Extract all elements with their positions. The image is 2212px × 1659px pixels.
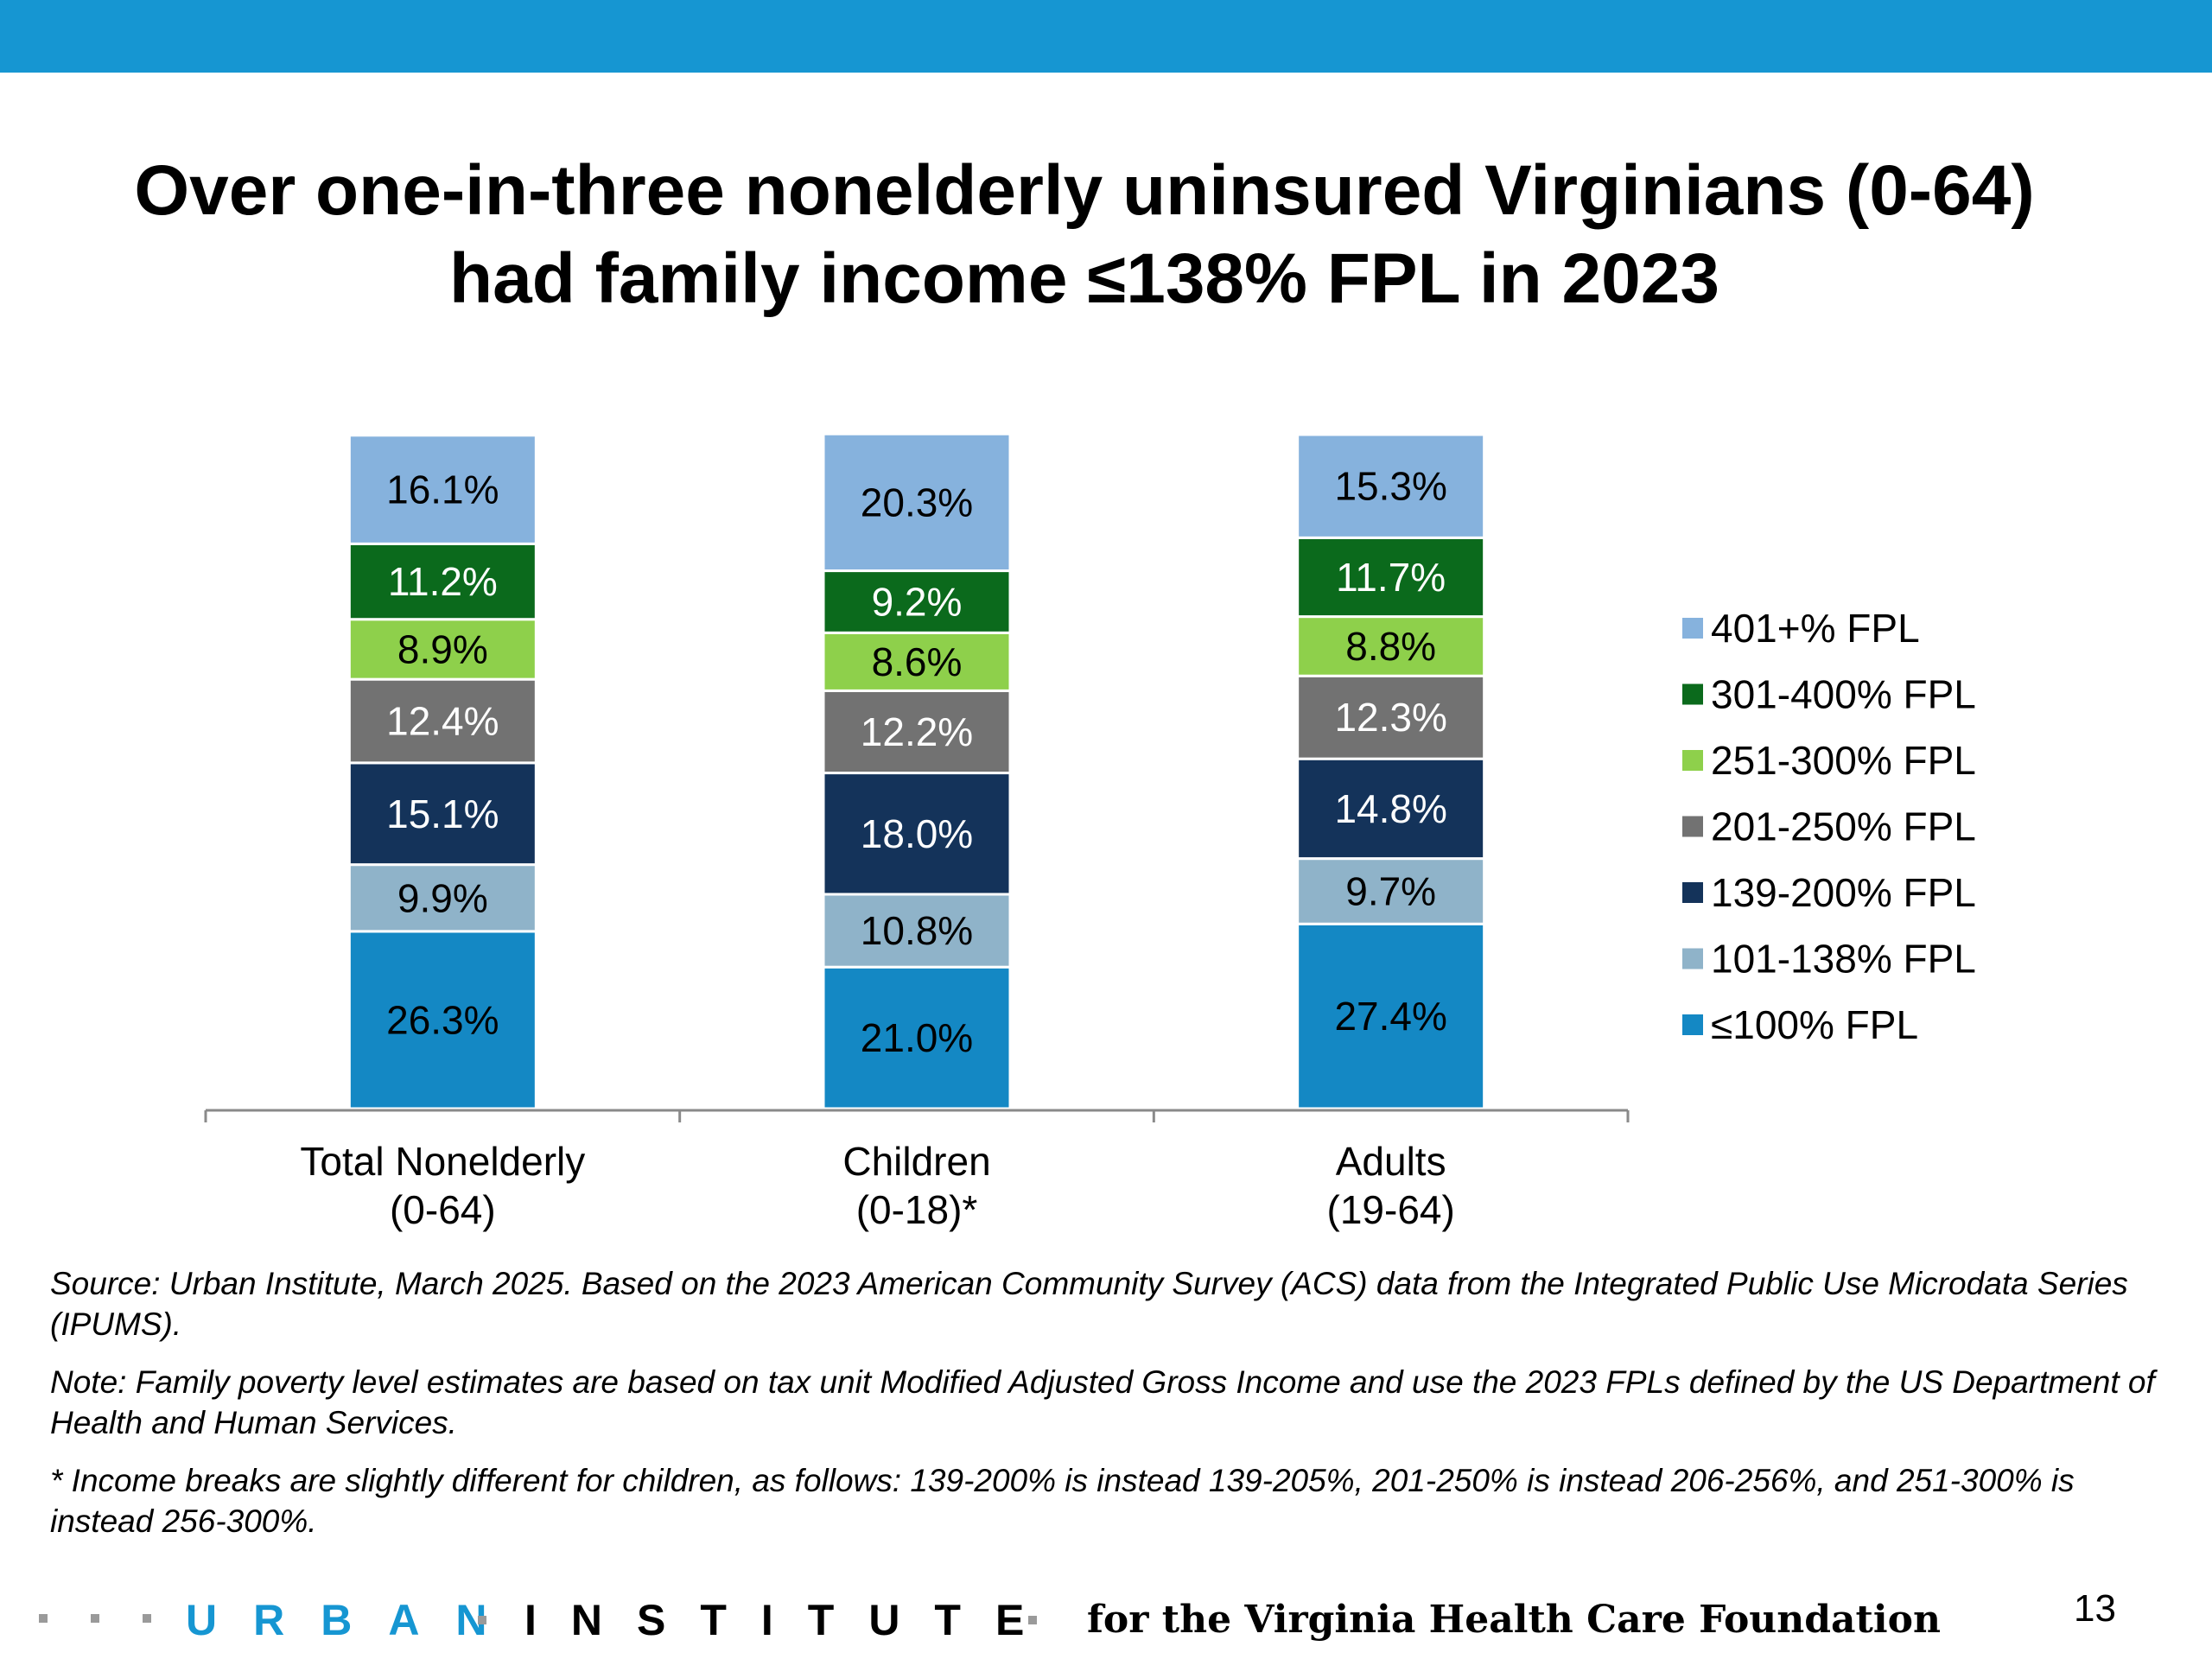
legend-label: 139-200% FPL: [1711, 870, 1976, 915]
data-label: 8.9%: [397, 626, 488, 671]
logo-separator-dot: [478, 1616, 486, 1624]
legend-swatch: [1682, 816, 1703, 837]
footer: URBAN INSTITUTE for the Virginia Health …: [0, 1581, 2212, 1659]
bar-segment: [822, 893, 1012, 969]
category-label: (19-64): [1327, 1187, 1455, 1232]
bar-segment: [1296, 922, 1486, 1110]
data-label: 12.3%: [1334, 695, 1446, 740]
bar-segment: [822, 965, 1012, 1110]
data-label: 12.4%: [386, 699, 499, 744]
legend-label: 101-138% FPL: [1711, 937, 1976, 982]
bar-segment: [1296, 757, 1486, 861]
sponsor-text: for the Virginia Health Care Foundation: [1087, 1598, 1941, 1642]
category-label: Children: [842, 1139, 990, 1184]
data-label: 20.3%: [861, 480, 973, 524]
title-line-2: had family income ≤138% FPL in 2023: [449, 239, 1719, 318]
bar-segment: [347, 863, 537, 933]
legend-swatch: [1682, 618, 1703, 639]
chart-notes: Source: Urban Institute, March 2025. Bas…: [50, 1263, 2184, 1559]
data-label: 8.8%: [1345, 624, 1436, 669]
legend-label: 301-400% FPL: [1711, 672, 1976, 717]
legend-swatch: [1682, 750, 1703, 771]
bar-segment: [1296, 536, 1486, 619]
data-label: 15.3%: [1334, 464, 1446, 509]
data-label: 9.7%: [1345, 868, 1436, 913]
page-number: 13: [2074, 1587, 2116, 1630]
data-label: 16.1%: [386, 467, 499, 512]
asterisk-note: * Income breaks are slightly different f…: [50, 1463, 2075, 1539]
bar-segment: [347, 677, 537, 765]
category-label: (0-64): [390, 1187, 496, 1232]
methodology-note: Note: Family poverty level estimates are…: [50, 1364, 2155, 1440]
legend-label: 201-250% FPL: [1711, 804, 1976, 849]
legend-swatch: [1682, 683, 1703, 705]
data-label: 12.2%: [861, 709, 973, 754]
bar-segment: [347, 930, 537, 1110]
bar-segment: [822, 772, 1012, 896]
bar-segment: [1296, 674, 1486, 760]
slide-title: Over one-in-three nonelderly uninsured V…: [0, 147, 2169, 323]
data-label: 9.2%: [872, 579, 963, 624]
bar-segment: [822, 631, 1012, 692]
data-label: 18.0%: [861, 811, 973, 856]
title-line-1: Over one-in-three nonelderly uninsured V…: [134, 151, 2035, 230]
legend-label: ≤100% FPL: [1711, 1002, 1918, 1047]
legend-swatch: [1682, 1014, 1703, 1035]
category-label: Adults: [1336, 1139, 1446, 1184]
data-label: 8.6%: [872, 639, 963, 684]
data-label: 14.8%: [1334, 786, 1446, 831]
data-label: 10.8%: [861, 908, 973, 953]
bar-segment: [1296, 433, 1486, 539]
category-label: (0-18)*: [856, 1187, 978, 1232]
data-label: 9.9%: [397, 875, 488, 920]
data-label: 15.1%: [386, 791, 499, 836]
top-accent-bar: [0, 0, 2212, 73]
legend-swatch: [1682, 948, 1703, 969]
source-note: Source: Urban Institute, March 2025. Bas…: [50, 1266, 2128, 1342]
bar-segment: [1296, 615, 1486, 677]
legend-label: 251-300% FPL: [1711, 738, 1976, 783]
bar-segment: [347, 434, 537, 545]
data-label: 11.7%: [1336, 555, 1446, 600]
legend-swatch: [1682, 882, 1703, 903]
data-label: 21.0%: [861, 1015, 973, 1060]
bar-segment: [822, 432, 1012, 573]
stacked-bar-chart: 26.3% 9.9% 15.1% 12.4% 8.9% 11.2% 16.1% Total N…: [204, 432, 1976, 1232]
legend-label: 401+% FPL: [1711, 606, 1920, 651]
data-label: 26.3%: [386, 997, 499, 1042]
data-label: 11.2%: [388, 559, 498, 604]
category-label: Total Nonelderly: [300, 1139, 585, 1184]
data-label: 27.4%: [1334, 994, 1446, 1039]
bar-segment: [1296, 857, 1486, 925]
urban-logo-text: URBAN: [186, 1596, 524, 1644]
institute-logo-text: INSTITUTE: [524, 1596, 1059, 1644]
bar-segment: [347, 542, 537, 621]
logo-separator-dot: [1028, 1616, 1037, 1624]
